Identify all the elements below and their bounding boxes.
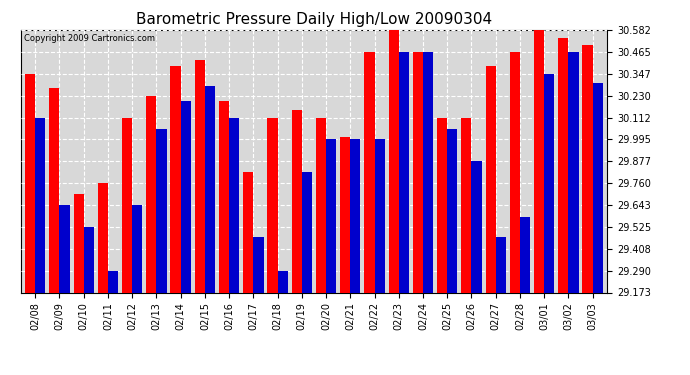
Bar [98, 183, 108, 292]
Bar [399, 52, 409, 292]
Bar [569, 52, 579, 292]
Bar [413, 52, 423, 292]
Bar [423, 52, 433, 292]
Bar [35, 117, 46, 292]
Bar [544, 74, 554, 292]
Bar [229, 117, 239, 292]
Bar [268, 117, 277, 292]
Bar [388, 30, 399, 292]
Bar [277, 271, 288, 292]
Bar [340, 138, 351, 292]
Title: Barometric Pressure Daily High/Low 20090304: Barometric Pressure Daily High/Low 20090… [136, 12, 492, 27]
Bar [253, 237, 264, 292]
Bar [462, 117, 471, 292]
Bar [495, 237, 506, 292]
Bar [59, 205, 70, 292]
Bar [49, 88, 59, 292]
Bar [157, 129, 166, 292]
Bar [219, 101, 229, 292]
Bar [364, 52, 375, 292]
Bar [292, 111, 302, 292]
Bar [74, 194, 83, 292]
Bar [108, 271, 118, 292]
Bar [486, 66, 495, 292]
Bar [243, 172, 253, 292]
Bar [170, 66, 181, 292]
Bar [593, 82, 603, 292]
Bar [25, 74, 35, 292]
Text: Copyright 2009 Cartronics.com: Copyright 2009 Cartronics.com [23, 34, 155, 43]
Bar [375, 140, 385, 292]
Bar [582, 45, 593, 292]
Bar [132, 205, 142, 292]
Bar [510, 52, 520, 292]
Bar [146, 96, 157, 292]
Bar [302, 172, 312, 292]
Bar [83, 227, 94, 292]
Bar [558, 38, 569, 292]
Bar [447, 129, 457, 292]
Bar [316, 117, 326, 292]
Bar [351, 140, 360, 292]
Bar [181, 101, 191, 292]
Bar [205, 86, 215, 292]
Bar [471, 161, 482, 292]
Bar [122, 117, 132, 292]
Bar [195, 60, 205, 292]
Bar [520, 217, 530, 292]
Bar [326, 140, 336, 292]
Bar [534, 30, 544, 292]
Bar [437, 117, 447, 292]
